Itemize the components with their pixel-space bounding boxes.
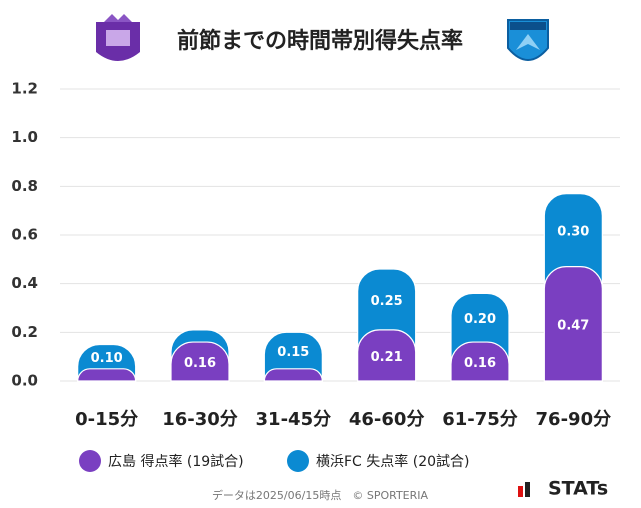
- legend-label: 広島 得点率 (19試合): [108, 453, 244, 470]
- x-tick-label: 31-45分: [256, 409, 332, 430]
- y-tick-label: 0.4: [11, 274, 38, 292]
- y-tick-label: 1.0: [11, 128, 38, 146]
- y-tick-label: 0.2: [11, 323, 38, 341]
- x-tick-label: 16-30分: [162, 409, 238, 430]
- footnote: データは2025/06/15時点 © SPORTERIA: [212, 488, 429, 502]
- value-label: 0.16: [184, 356, 216, 371]
- bar-segment: [543, 193, 603, 290]
- value-label: 0.25: [371, 294, 403, 309]
- x-tick-label: 0-15分: [75, 409, 138, 430]
- hiroshima-emblem: [96, 14, 140, 61]
- bar-segment: [450, 341, 510, 382]
- value-label: 0.20: [464, 312, 496, 327]
- x-tick-label: 46-60分: [349, 409, 425, 430]
- bar-segment: [170, 341, 230, 382]
- y-tick-label: 0.0: [11, 372, 38, 390]
- legend-swatch: [79, 450, 101, 472]
- yokohama-emblem: [507, 19, 549, 61]
- y-tick-label: 1.2: [11, 80, 38, 98]
- bar-segment: [263, 368, 323, 382]
- value-label: 0.30: [557, 225, 589, 240]
- value-label: 0.47: [557, 318, 589, 333]
- y-tick-label: 0.6: [11, 226, 38, 244]
- y-tick-label: 0.8: [11, 177, 38, 195]
- bar-segment: [77, 368, 137, 382]
- bar-segment: [543, 266, 603, 382]
- brand-logo: STATs: [518, 478, 608, 500]
- bar-segment: [357, 329, 417, 382]
- brand: STATs: [548, 478, 608, 500]
- x-tick-label: 61-75分: [442, 409, 518, 430]
- chart-title: 前節までの時間帯別得失点率: [177, 28, 463, 54]
- legend-swatch: [287, 450, 309, 472]
- value-label: 0.15: [277, 345, 309, 360]
- x-tick-label: 76-90分: [536, 409, 612, 430]
- legend-label: 横浜FC 失点率 (20試合): [316, 453, 469, 470]
- value-label: 0.10: [91, 351, 123, 366]
- value-label: 0.16: [464, 356, 496, 371]
- value-label: 0.21: [371, 350, 403, 365]
